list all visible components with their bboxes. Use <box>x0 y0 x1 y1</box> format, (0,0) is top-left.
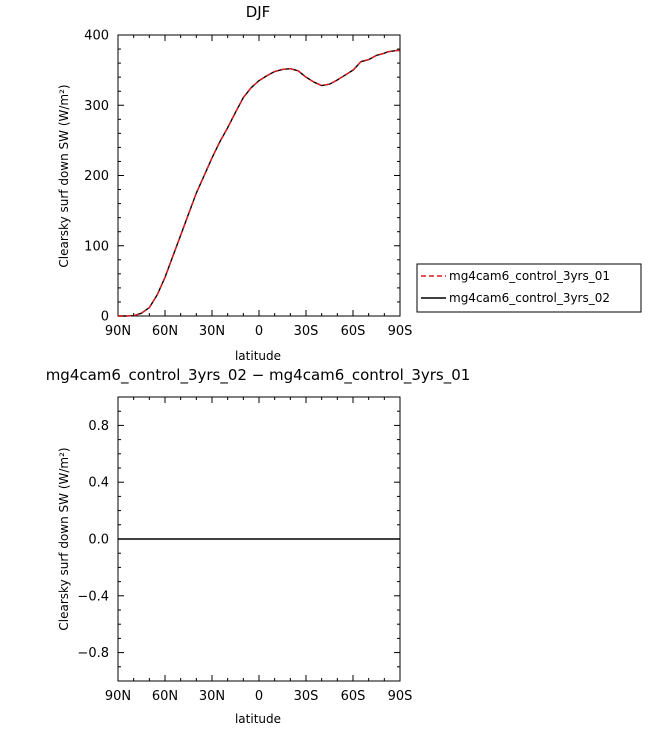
top-y-tick-label: 0 <box>101 310 109 325</box>
bottom-y-tick-label: 0.4 <box>88 476 109 491</box>
top-series-line-1 <box>118 49 400 317</box>
bottom-x-tick-label: 60S <box>341 689 366 704</box>
top-panel-title: DJF <box>246 3 271 21</box>
top-x-tick-label: 30N <box>199 324 225 339</box>
bottom-x-tick-label: 90N <box>105 689 131 704</box>
bottom-x-tick-label: 60N <box>152 689 178 704</box>
bottom-tick-group: 90N 60N 30N 0 30S 60S 90S −0.8 −0.4 0.0 0.4 0.8 <box>77 396 413 704</box>
top-x-tick-label: 90N <box>105 324 131 339</box>
bottom-panel-title: mg4cam6_control_3yrs_02 − mg4cam6_contro… <box>46 366 471 385</box>
bottom-x-tick-label: 90S <box>388 689 413 704</box>
legend-label-series-2: mg4cam6_control_3yrs_02 <box>449 291 610 305</box>
legend-box <box>416 263 642 313</box>
top-y-axis-label: Clearsky surf down SW (W/m²) <box>57 84 71 267</box>
top-y-tick-label: 100 <box>84 239 109 254</box>
bottom-x-tick-label: 30N <box>199 689 225 704</box>
top-x-tick-label: 90S <box>388 324 413 339</box>
top-x-tick-label: 30S <box>294 324 319 339</box>
bottom-y-tick-label: −0.8 <box>77 646 109 661</box>
top-y-tick-label: 400 <box>84 29 109 44</box>
top-y-tick-label: 300 <box>84 99 109 114</box>
top-plot-frame <box>117 34 401 317</box>
bottom-y-tick-label: 0.0 <box>88 533 109 548</box>
bottom-y-tick-label: 0.8 <box>88 419 109 434</box>
top-panel: DJF 90N 60N 30N 0 30S 60S 90S 0 100 200 300 400 lat… <box>57 3 642 363</box>
legend-label-series-1: mg4cam6_control_3yrs_01 <box>449 269 610 283</box>
bottom-x-tick-label: 0 <box>255 689 263 704</box>
top-x-tick-label: 60S <box>341 324 366 339</box>
bottom-y-axis-label: Clearsky surf down SW (W/m²) <box>57 447 71 630</box>
top-x-axis-label: latitude <box>235 349 281 363</box>
top-series-group <box>118 49 400 317</box>
bottom-y-tick-label: −0.4 <box>77 589 109 604</box>
top-x-tick-label: 0 <box>255 324 263 339</box>
top-x-tick-label: 60N <box>152 324 178 339</box>
top-y-tick-label: 200 <box>84 169 109 184</box>
bottom-x-tick-label: 30S <box>294 689 319 704</box>
top-series-line-2 <box>118 49 400 317</box>
legend: mg4cam6_control_3yrs_01 mg4cam6_control_… <box>416 263 642 313</box>
bottom-panel: mg4cam6_control_3yrs_02 − mg4cam6_contro… <box>46 366 471 726</box>
bottom-x-axis-label: latitude <box>235 712 281 726</box>
top-tick-group: 90N 60N 30N 0 30S 60S 90S 0 100 200 300 400 <box>84 29 412 340</box>
